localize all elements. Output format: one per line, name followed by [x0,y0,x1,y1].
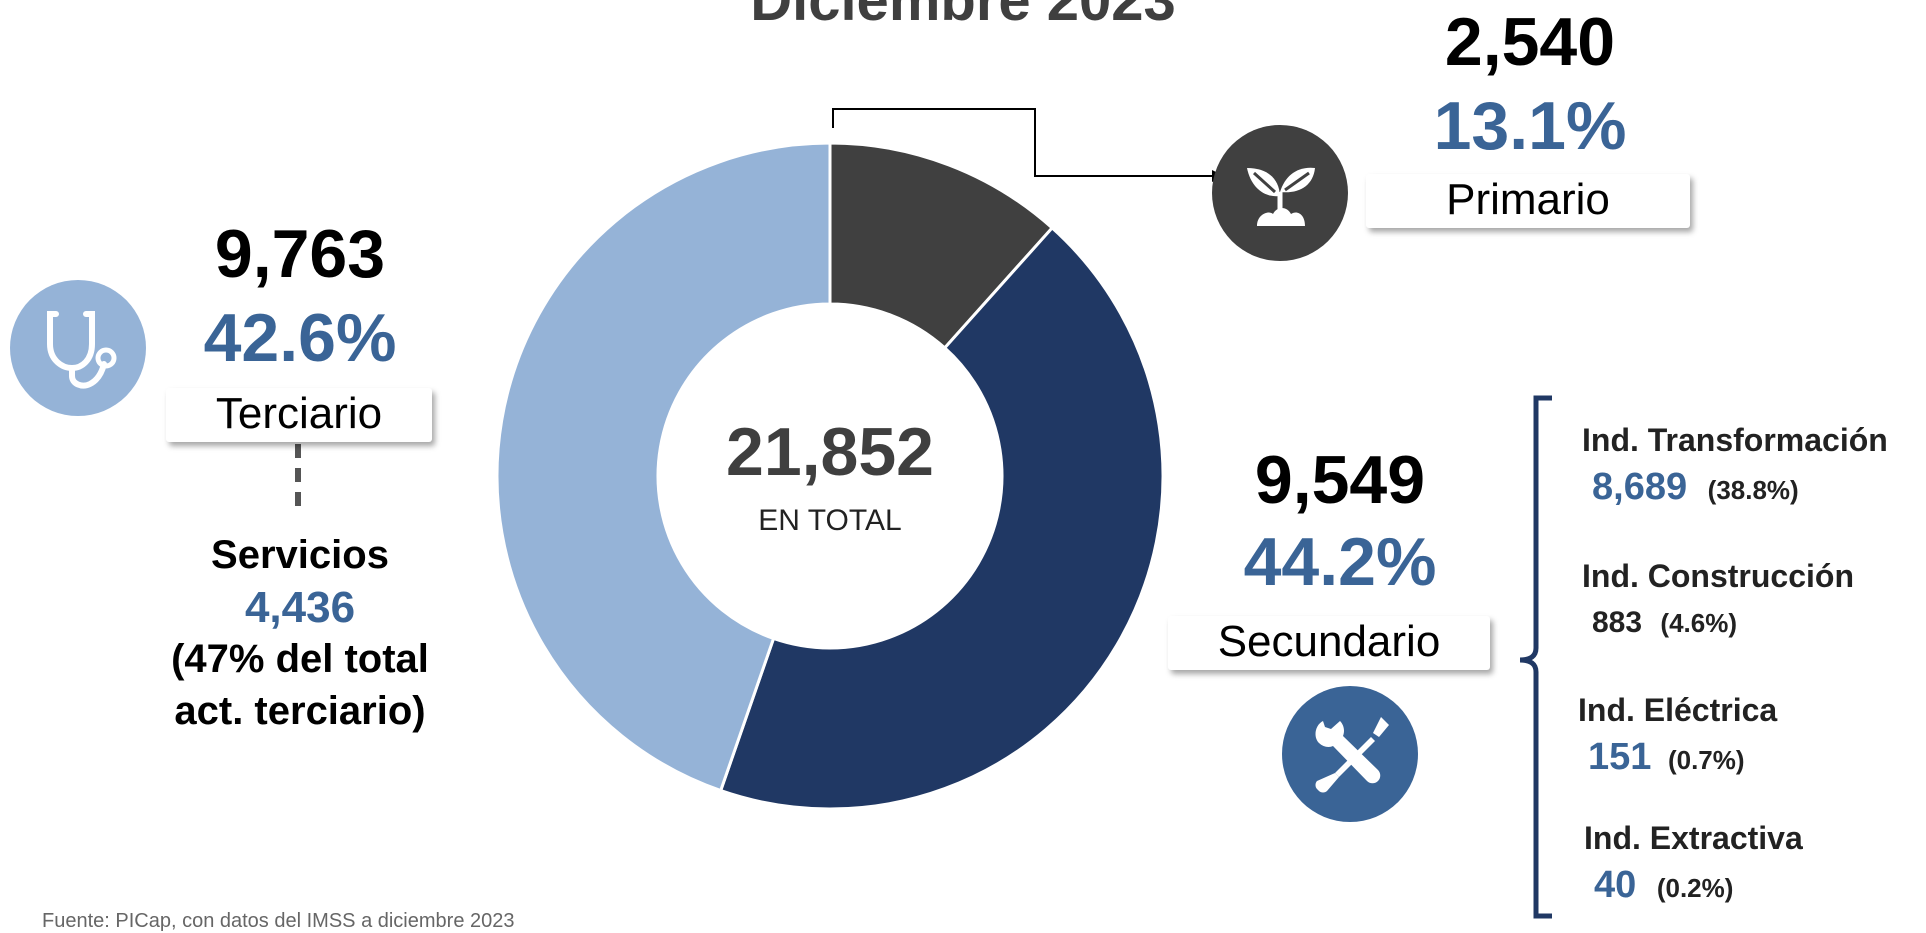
secundario-label: Secundario [1168,616,1490,670]
terciario-label: Terciario [166,388,432,442]
secundario-bracket [1519,395,1552,919]
donut-slice-secundario [718,225,1165,811]
donut-slice-terciario [495,141,832,793]
total-value: 21,852 [726,414,934,490]
breakdown-value-electrica: 151 (0.7%) [1588,738,1745,776]
breakdown-pct: (38.8%) [1707,475,1799,505]
terciario-value: 9,763 [214,216,386,292]
breakdown-number: 40 [1594,864,1637,906]
servicios-note-line2: act. terciario) [174,689,426,733]
breakdown-name-transformacion: Ind. Transformación [1582,422,1888,458]
breakdown-pct: (4.6%) [1660,608,1737,638]
primario-label: Primario [1366,174,1690,228]
stethoscope-icon [10,280,146,416]
breakdown-number: 8,689 [1592,466,1688,508]
primario-leader-line [832,108,1212,177]
servicios-value: 4,436 [244,583,356,632]
servicios-note-line1: (47% del total [171,637,429,681]
tools-icon [1282,686,1418,822]
source-footer: Fuente: PICap, con datos del IMSS a dici… [42,910,515,932]
chart-title: Diciembre 2023 [750,0,1176,33]
servicios-name: Servicios [211,533,389,577]
secundario-pct: 44.2% [1243,524,1437,600]
breakdown-value-construccion: 883 (4.6%) [1592,608,1737,638]
breakdown-pct: (0.7%) [1667,745,1745,775]
breakdown-value-extractiva: 40 (0.2%) [1594,866,1733,904]
primario-value: 2,540 [1444,4,1616,80]
breakdown-number: 151 [1588,736,1652,778]
seedling-icon [1212,125,1348,261]
breakdown-name-electrica: Ind. Eléctrica [1578,692,1778,728]
secundario-value: 9,549 [1254,442,1426,518]
breakdown-pct: (0.2%) [1656,873,1734,903]
primario-pct: 13.1% [1433,88,1627,164]
breakdown-name-construccion: Ind. Construcción [1582,558,1854,594]
breakdown-name-extractiva: Ind. Extractiva [1584,820,1803,856]
breakdown-number: 883 [1592,606,1643,639]
terciario-pct: 42.6% [203,300,397,376]
total-label: EN TOTAL [758,504,902,537]
breakdown-value-transformacion: 8,689 (38.8%) [1592,468,1799,506]
